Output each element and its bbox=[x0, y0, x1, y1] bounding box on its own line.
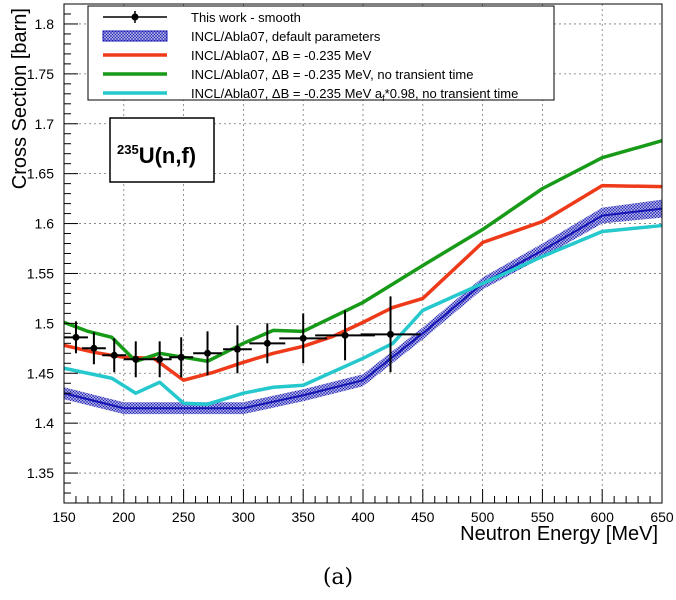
reaction-label: 235U(n,f) bbox=[109, 117, 215, 183]
legend-label-4: INCL/Abla07, ΔB = -0.235 MeV af*0.98, no… bbox=[191, 86, 518, 103]
x-tick-label: 200 bbox=[112, 509, 136, 525]
y-axis-label: Cross Section [barn] bbox=[9, 8, 31, 189]
data-marker bbox=[156, 355, 164, 363]
data-marker bbox=[387, 330, 395, 338]
data-point bbox=[169, 337, 194, 378]
legend-label-1: INCL/Abla07, default parameters bbox=[191, 29, 381, 44]
data-point bbox=[279, 313, 328, 364]
data-point bbox=[360, 296, 421, 373]
x-tick-label: 300 bbox=[232, 509, 256, 525]
x-tick-label: 600 bbox=[591, 509, 615, 525]
measured-data-points bbox=[64, 296, 421, 378]
reaction-label-box bbox=[109, 117, 215, 183]
data-marker bbox=[299, 334, 307, 342]
x-tick-label: 500 bbox=[471, 509, 495, 525]
reaction-label-superscript: 235 bbox=[117, 142, 139, 157]
data-point bbox=[223, 325, 252, 374]
figure-caption: (a) bbox=[322, 565, 354, 590]
cross-section-chart: 150 200 250 300 350 400 450 500 550 600 650 1.35 1.4… bbox=[9, 3, 674, 545]
data-marker bbox=[204, 349, 212, 357]
legend-label-3: INCL/Abla07, ΔB = -0.235 MeV, no transie… bbox=[191, 67, 473, 82]
legend-box bbox=[87, 5, 555, 101]
x-tick-label: 400 bbox=[351, 509, 375, 525]
data-marker bbox=[263, 339, 271, 347]
reaction-label-text: U(n,f) bbox=[139, 143, 196, 168]
data-marker bbox=[177, 353, 185, 361]
data-point bbox=[64, 321, 88, 354]
x-axis-label: Neutron Energy [MeV] bbox=[460, 523, 658, 545]
data-point bbox=[123, 341, 148, 378]
x-tick-label: 150 bbox=[52, 509, 76, 525]
svg-text:235U(n,f): 235U(n,f) bbox=[117, 142, 196, 168]
legend-label-2: INCL/Abla07, ΔB = -0.235 MeV bbox=[191, 48, 372, 63]
data-marker bbox=[110, 351, 118, 359]
x-tick-label: 550 bbox=[531, 509, 555, 525]
y-tick-label: 1.4 bbox=[35, 415, 55, 431]
data-marker bbox=[233, 345, 241, 353]
legend-label-0: This work - smooth bbox=[191, 10, 301, 25]
y-tick-label: 1.75 bbox=[27, 66, 54, 82]
y-tick-label: 1.8 bbox=[35, 16, 55, 32]
legend-items: This work - smooth INCL/Abla07, default p… bbox=[102, 10, 518, 103]
y-tick-label: 1.35 bbox=[27, 465, 54, 481]
axis-ticks bbox=[63, 13, 663, 503]
default-parameters-band bbox=[63, 199, 663, 415]
x-tick-label: 250 bbox=[172, 509, 196, 525]
y-tick-label: 1.6 bbox=[35, 216, 55, 232]
default-parameters-band-fill bbox=[64, 199, 662, 415]
af-scaled-curve bbox=[63, 223, 663, 406]
y-tick-label: 1.55 bbox=[27, 265, 54, 281]
y-tick-label: 1.5 bbox=[35, 315, 55, 331]
data-point bbox=[81, 332, 106, 365]
x-tick-label: 450 bbox=[411, 509, 435, 525]
y-tick-label: 1.7 bbox=[35, 116, 55, 132]
data-point bbox=[193, 331, 222, 376]
data-point bbox=[249, 323, 286, 364]
data-marker bbox=[90, 344, 98, 352]
data-point bbox=[102, 338, 127, 373]
legend-data-marker bbox=[131, 13, 139, 21]
data-marker bbox=[72, 333, 80, 341]
y-tick-label: 1.45 bbox=[27, 365, 54, 381]
tick-labels: 150 200 250 300 350 400 450 500 550 600 650 1.35 1.4… bbox=[27, 16, 674, 525]
x-tick-label: 350 bbox=[292, 509, 316, 525]
legend-entry-data bbox=[103, 11, 167, 23]
legend-band-swatch bbox=[102, 30, 168, 42]
data-marker bbox=[132, 355, 140, 363]
data-marker bbox=[341, 331, 349, 339]
no-transient-time-curve bbox=[63, 139, 663, 364]
y-tick-label: 1.65 bbox=[27, 166, 54, 182]
default-parameters-band-line bbox=[63, 207, 663, 410]
legend: This work - smooth INCL/Abla07, default p… bbox=[87, 5, 555, 103]
data-point bbox=[147, 341, 172, 378]
x-tick-label: 650 bbox=[650, 509, 674, 525]
